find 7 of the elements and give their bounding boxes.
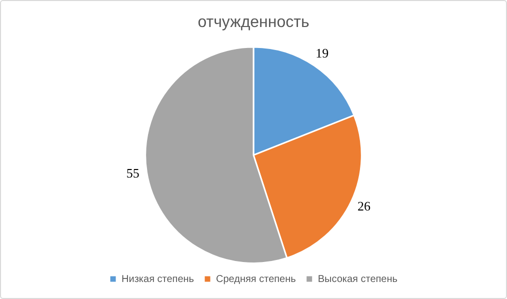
- data-label: 26: [358, 198, 372, 214]
- legend-label: Низкая степень: [122, 274, 194, 285]
- legend-label: Высокая степень: [318, 274, 398, 285]
- legend-label: Средняя степень: [216, 274, 296, 285]
- chart-title: отчужденность: [198, 14, 310, 32]
- data-label: 55: [126, 166, 140, 181]
- data-label: 19: [316, 45, 329, 60]
